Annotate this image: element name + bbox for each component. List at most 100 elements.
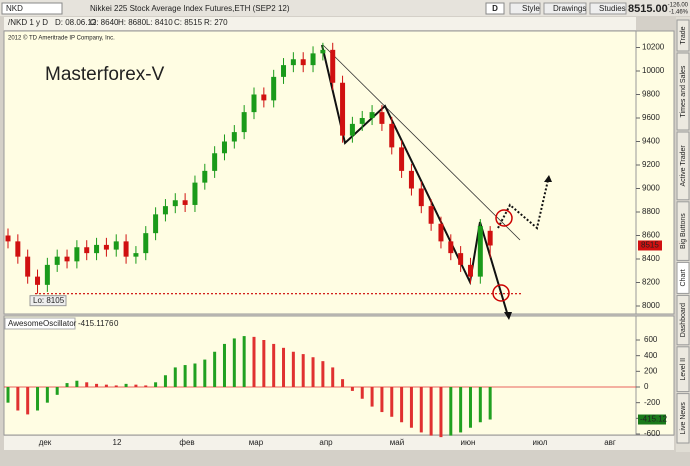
oscillator-bar [163, 375, 167, 387]
sidebar-tab[interactable] [676, 393, 690, 444]
forecast-arrow [544, 175, 552, 182]
oscillator-bar [45, 387, 49, 403]
candle-body [94, 244, 100, 254]
oscillator-bar [242, 336, 246, 387]
annotation: Masterforex-V [45, 64, 165, 85]
info-date: D: 08.06.12 [55, 18, 97, 27]
forecast-line [497, 179, 549, 230]
oscillator-bar [252, 336, 256, 387]
oscillator-bar [134, 384, 138, 387]
low-label-box [29, 295, 67, 307]
price-axis [635, 30, 675, 315]
drawings-button[interactable] [543, 2, 587, 15]
candle-body [241, 112, 247, 133]
x-tick-label: дек [39, 438, 52, 447]
oscillator-bar [370, 387, 374, 407]
candle-body [340, 82, 346, 136]
period: D [492, 4, 498, 13]
oscillator-bar [459, 387, 463, 433]
sidebar-tab-label: Live News [680, 402, 687, 435]
oscillator-name: AwesomeOscillator [8, 319, 77, 328]
oscillator-bar [282, 347, 286, 387]
y-tick-label: 10000 [642, 66, 665, 75]
candle-body [172, 200, 178, 207]
oscillator-pane [3, 315, 637, 436]
candle-body [212, 153, 218, 171]
y-tick-label: 0 [644, 382, 649, 391]
candle-body [448, 241, 454, 254]
description: Nikkei 225 Stock Average Index Futures,E… [90, 4, 290, 13]
candle-body [153, 214, 159, 234]
oscillator-bar [301, 354, 305, 387]
copyright: 2012 © TD Ameritrade IP Company, Inc. [8, 35, 115, 42]
period-button[interactable] [485, 2, 505, 15]
candle-body [251, 94, 257, 113]
x-tick-label: фев [179, 438, 194, 447]
candle-body [84, 247, 90, 254]
oscillator-bar [65, 383, 69, 387]
y-tick-label: -200 [644, 398, 661, 407]
candle-body [487, 230, 493, 246]
y-tick-label: 9400 [642, 137, 660, 146]
oscillator-bar [321, 361, 325, 387]
time-axis [4, 436, 674, 450]
oscillator-bar [409, 387, 413, 428]
highlight-circle [492, 284, 510, 302]
oscillator-bar [104, 384, 108, 387]
style-button[interactable] [509, 2, 541, 15]
oscillator-bar [390, 387, 394, 417]
oscillator-bar [6, 387, 10, 403]
sidebar-tab[interactable] [676, 19, 690, 52]
sidebar-tab[interactable] [676, 52, 690, 131]
oscillator-value: -415.1176 [78, 319, 114, 328]
oscillator-bar [36, 387, 40, 411]
oscillator-bar [478, 387, 482, 423]
oscillator-tag-label: -415.12 [640, 415, 668, 424]
oscillator-bar [193, 363, 197, 387]
symbol-field[interactable] [1, 2, 63, 15]
y-tick-label: -600 [644, 429, 661, 438]
candle-body [428, 206, 434, 224]
candle-body [281, 65, 287, 77]
info-open: O: 8640 [90, 18, 119, 27]
x-tick-label: авг [604, 438, 616, 447]
symbol: NKD [6, 4, 23, 13]
candle-body [477, 226, 483, 277]
candle-body [408, 170, 414, 189]
info-low: L: 8410 [146, 18, 173, 27]
oscillator-label-box [4, 317, 76, 330]
sidebar-tab-label: Chart [680, 269, 687, 286]
oscillator-bar [232, 338, 236, 387]
candle-body [467, 264, 473, 277]
oscillator-bar [183, 365, 187, 387]
candle-body [123, 241, 129, 257]
arrow-head [504, 312, 512, 320]
studies-button[interactable] [589, 2, 627, 15]
style: Style [522, 4, 540, 13]
candle-body [15, 241, 21, 257]
oscillator-bar [55, 387, 59, 395]
y-tick-label: 8400 [642, 254, 660, 263]
sidebar-tab[interactable] [676, 261, 690, 294]
candle-body [349, 123, 355, 136]
sidebar-tab[interactable] [676, 201, 690, 261]
sidebar-tab[interactable] [676, 294, 690, 346]
candle-body [44, 264, 50, 285]
sidebar-tab[interactable] [676, 131, 690, 201]
sidebar-tab[interactable] [676, 346, 690, 393]
oscillator-bar [85, 382, 89, 387]
y-tick-label: 9800 [642, 90, 660, 99]
oscillator-bar [16, 387, 20, 411]
sidebar-tab-label: Times and Sales [680, 65, 687, 117]
candle-body [221, 141, 227, 154]
candle-body [74, 247, 80, 262]
candle-body [35, 276, 41, 285]
oscillator-bar [331, 367, 335, 387]
candle-body [261, 94, 267, 101]
oscillator-bar [341, 379, 345, 387]
oscillator-bar [124, 383, 128, 387]
y-tick-label: 8200 [642, 278, 660, 287]
y-tick-label: 8800 [642, 207, 660, 216]
price-pane [3, 30, 637, 315]
